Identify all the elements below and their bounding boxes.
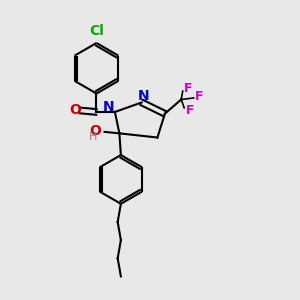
Text: O: O	[89, 124, 101, 138]
Text: N: N	[137, 89, 149, 103]
Text: N: N	[103, 100, 115, 115]
Text: F: F	[186, 104, 194, 117]
Text: F: F	[195, 90, 204, 103]
Text: Cl: Cl	[89, 24, 104, 38]
Text: F: F	[184, 82, 193, 95]
Text: O: O	[69, 103, 81, 118]
Text: H: H	[89, 132, 98, 142]
